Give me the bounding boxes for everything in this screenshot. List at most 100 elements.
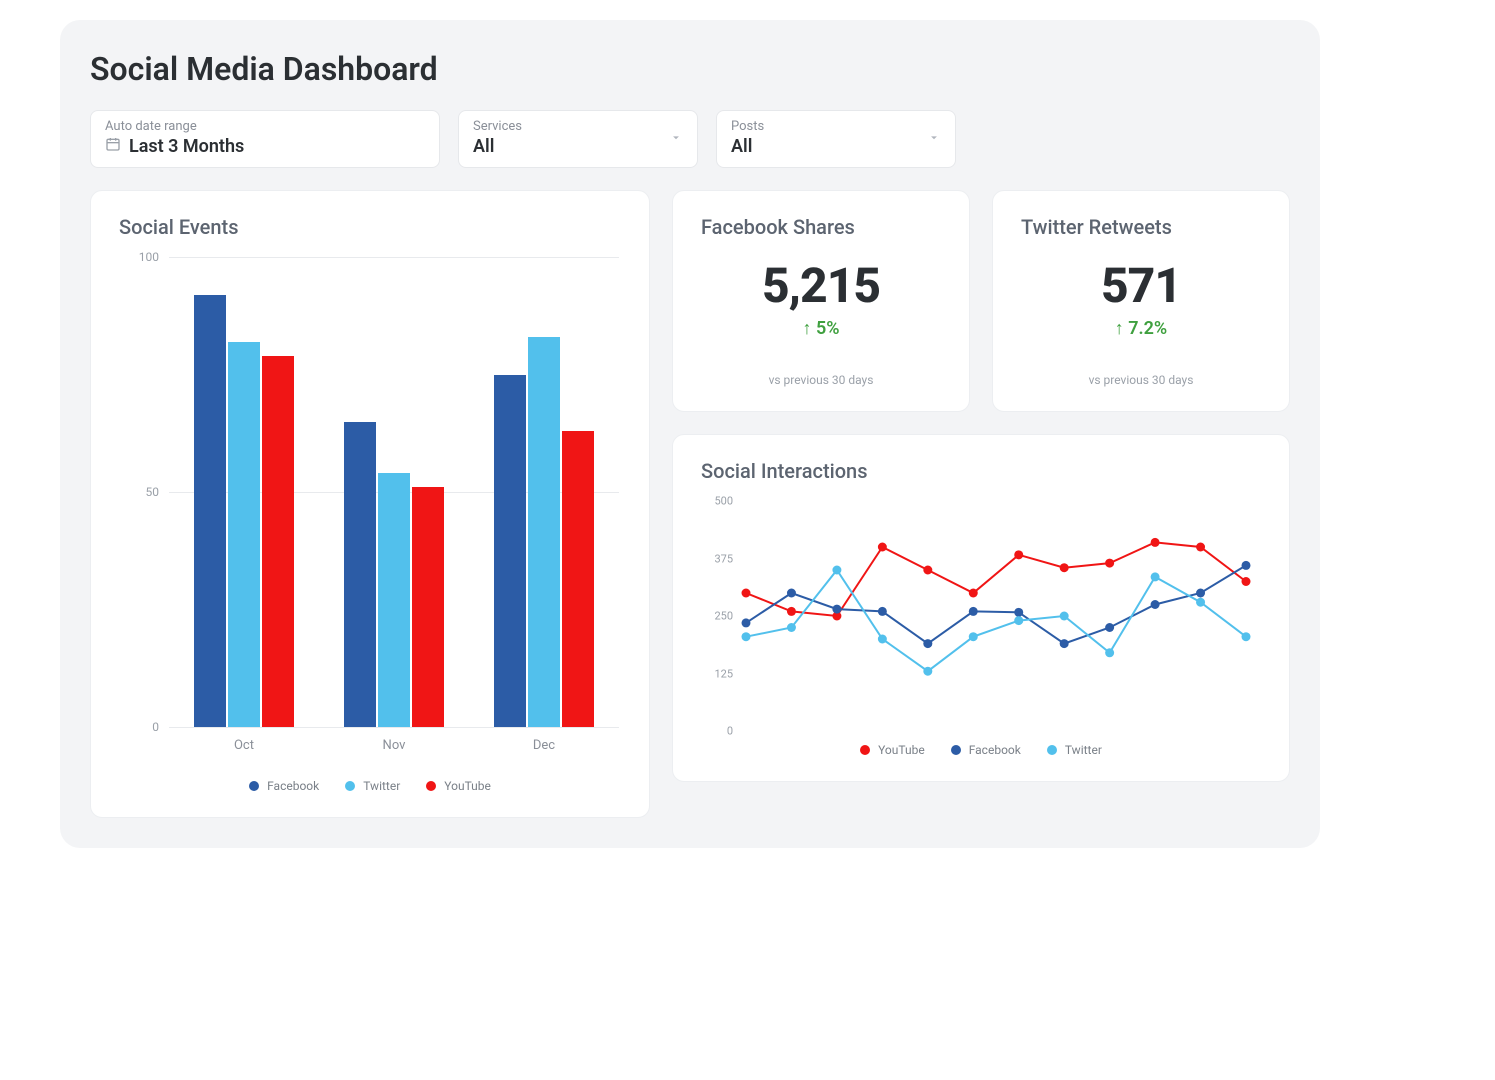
chart-marker bbox=[1242, 561, 1251, 570]
bar-group bbox=[174, 295, 314, 727]
filter-label: Auto date range bbox=[105, 119, 425, 134]
legend-dot-icon bbox=[345, 781, 355, 791]
legend-item: YouTube bbox=[860, 743, 925, 757]
kpi-delta: ↑ 5% bbox=[701, 318, 941, 339]
chart-marker bbox=[742, 632, 751, 641]
social-interactions-legend: YouTube Facebook Twitter bbox=[701, 743, 1261, 757]
chart-line bbox=[746, 542, 1246, 616]
chart-marker bbox=[1014, 616, 1023, 625]
chart-gridline bbox=[169, 727, 619, 728]
right-column: Facebook Shares 5,215 ↑ 5% vs previous 3… bbox=[672, 190, 1290, 818]
posts-filter[interactable]: Posts All bbox=[716, 110, 956, 168]
chart-marker bbox=[787, 607, 796, 616]
chart-xtick: Dec bbox=[474, 738, 614, 753]
chart-marker bbox=[923, 639, 932, 648]
chart-marker bbox=[787, 623, 796, 632]
bar bbox=[562, 431, 594, 727]
chart-marker bbox=[1060, 563, 1069, 572]
chart-ytick: 375 bbox=[691, 552, 733, 565]
chart-marker bbox=[1196, 589, 1205, 598]
chart-marker bbox=[1196, 543, 1205, 552]
social-events-chart: 050100OctNovDec bbox=[119, 257, 619, 767]
chart-marker bbox=[1242, 632, 1251, 641]
kpi-value: 571 bbox=[1021, 257, 1261, 314]
chart-marker bbox=[1060, 639, 1069, 648]
chart-line bbox=[746, 565, 1246, 643]
card-title: Social Interactions bbox=[701, 459, 1261, 483]
chart-marker bbox=[787, 589, 796, 598]
filter-value: Last 3 Months bbox=[105, 136, 425, 157]
chart-marker bbox=[1060, 612, 1069, 621]
legend-item: Twitter bbox=[345, 779, 400, 793]
chart-marker bbox=[1014, 608, 1023, 617]
chart-xtick: Oct bbox=[174, 738, 314, 753]
legend-item: Facebook bbox=[249, 779, 319, 793]
chart-ytick: 500 bbox=[691, 495, 733, 508]
legend-item: Twitter bbox=[1047, 743, 1102, 757]
filter-value: All bbox=[473, 136, 683, 157]
chart-marker bbox=[1151, 538, 1160, 547]
chart-marker bbox=[1196, 598, 1205, 607]
chevron-down-icon bbox=[927, 130, 941, 149]
chart-ytick: 125 bbox=[691, 667, 733, 680]
chart-marker bbox=[832, 566, 841, 575]
bar-group bbox=[474, 337, 614, 727]
chart-marker bbox=[878, 543, 887, 552]
social-interactions-card: Social Interactions 0125250375500 YouTub… bbox=[672, 434, 1290, 782]
chart-ytick: 100 bbox=[119, 250, 159, 264]
social-interactions-chart: 0125250375500 bbox=[691, 501, 1251, 731]
chart-ytick: 250 bbox=[691, 610, 733, 623]
bar-group bbox=[324, 422, 464, 728]
social-events-legend: Facebook Twitter YouTube bbox=[119, 779, 621, 793]
bar bbox=[412, 487, 444, 727]
chart-marker bbox=[1151, 572, 1160, 581]
chart-marker bbox=[969, 607, 978, 616]
kpi-delta: ↑ 7.2% bbox=[1021, 318, 1261, 339]
chart-marker bbox=[1242, 577, 1251, 586]
chart-marker bbox=[1105, 623, 1114, 632]
line-chart-svg bbox=[741, 501, 1251, 731]
bar bbox=[262, 356, 294, 727]
legend-item: YouTube bbox=[426, 779, 491, 793]
legend-label: Facebook bbox=[969, 743, 1021, 757]
services-filter[interactable]: Services All bbox=[458, 110, 698, 168]
legend-label: Twitter bbox=[363, 779, 400, 793]
dashboard: Social Media Dashboard Auto date range L… bbox=[60, 20, 1320, 848]
legend-dot-icon bbox=[860, 745, 870, 755]
chart-marker bbox=[878, 635, 887, 644]
card-title: Facebook Shares bbox=[701, 215, 941, 239]
card-title: Twitter Retweets bbox=[1021, 215, 1261, 239]
filter-label: Posts bbox=[731, 119, 941, 134]
legend-label: YouTube bbox=[444, 779, 491, 793]
page-title: Social Media Dashboard bbox=[90, 50, 1290, 88]
filter-bar: Auto date range Last 3 Months Services A… bbox=[90, 110, 1290, 168]
chart-ytick: 0 bbox=[119, 720, 159, 734]
chart-marker bbox=[969, 632, 978, 641]
legend-dot-icon bbox=[1047, 745, 1057, 755]
chart-marker bbox=[923, 667, 932, 676]
bar bbox=[378, 473, 410, 727]
chart-marker bbox=[878, 607, 887, 616]
chart-marker bbox=[1151, 600, 1160, 609]
kpi-row: Facebook Shares 5,215 ↑ 5% vs previous 3… bbox=[672, 190, 1290, 412]
chart-marker bbox=[832, 605, 841, 614]
social-events-card: Social Events 050100OctNovDec FacebookTw… bbox=[90, 190, 650, 818]
chart-marker bbox=[1105, 559, 1114, 568]
legend-label: YouTube bbox=[878, 743, 925, 757]
bar bbox=[528, 337, 560, 727]
legend-label: Twitter bbox=[1065, 743, 1102, 757]
chart-marker bbox=[742, 618, 751, 627]
twitter-retweets-card: Twitter Retweets 571 ↑ 7.2% vs previous … bbox=[992, 190, 1290, 412]
card-title: Social Events bbox=[119, 215, 621, 239]
chevron-down-icon bbox=[669, 130, 683, 149]
calendar-icon bbox=[105, 136, 121, 157]
bar bbox=[228, 342, 260, 727]
chart-marker bbox=[969, 589, 978, 598]
kpi-subtext: vs previous 30 days bbox=[1021, 373, 1261, 387]
date-range-filter[interactable]: Auto date range Last 3 Months bbox=[90, 110, 440, 168]
facebook-shares-card: Facebook Shares 5,215 ↑ 5% vs previous 3… bbox=[672, 190, 970, 412]
legend-dot-icon bbox=[426, 781, 436, 791]
chart-ytick: 50 bbox=[119, 485, 159, 499]
dashboard-grid: Social Events 050100OctNovDec FacebookTw… bbox=[90, 190, 1290, 818]
filter-value: All bbox=[731, 136, 941, 157]
